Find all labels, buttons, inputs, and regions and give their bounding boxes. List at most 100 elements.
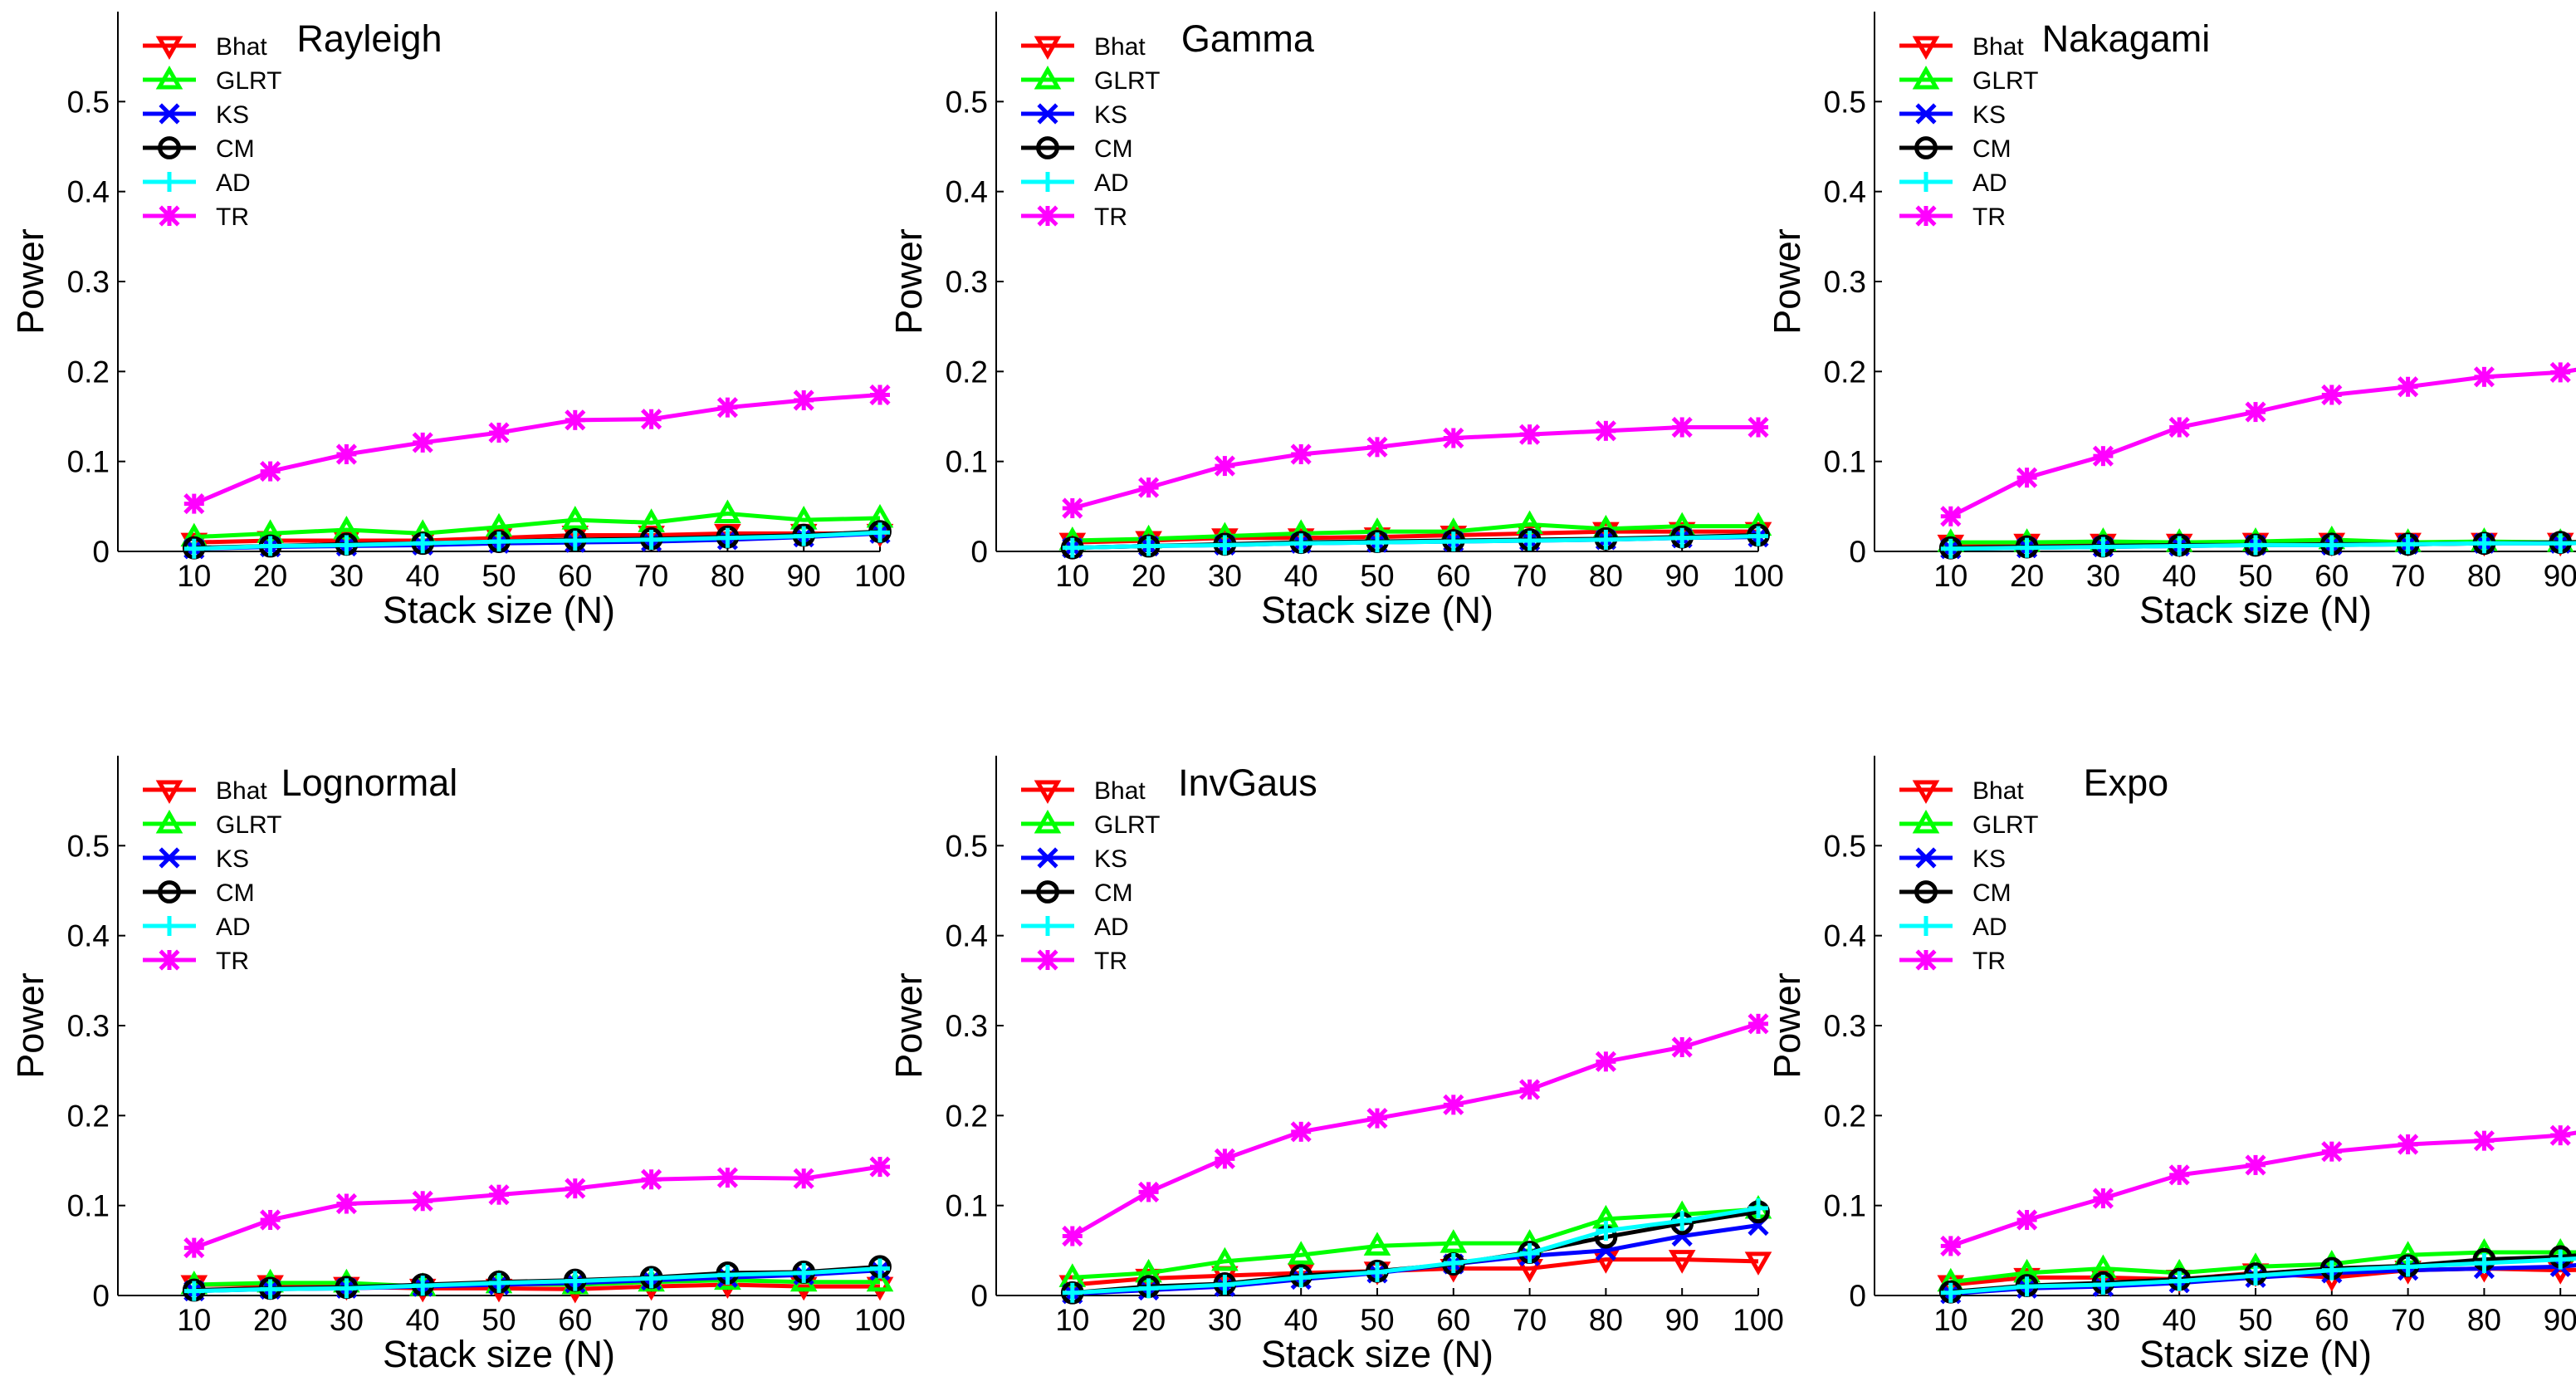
data-point-tr — [1290, 443, 1312, 465]
data-point-ad — [336, 535, 357, 556]
data-point-tr — [565, 409, 586, 431]
data-point-ad — [2016, 1276, 2037, 1297]
data-point-tr — [716, 397, 738, 419]
x-tick-label: 90 — [1665, 559, 1699, 593]
data-point-tr — [1747, 1013, 1769, 1035]
legend-label-cm: CM — [1972, 879, 2011, 907]
y-tick-label: 0 — [1849, 535, 1866, 569]
legend-label-tr: TR — [1972, 948, 2006, 975]
data-point-tr — [793, 1168, 814, 1189]
legend-label-tr: TR — [1972, 203, 2006, 231]
data-point-ad — [1519, 531, 1540, 551]
y-tick-label: 0.3 — [67, 1009, 110, 1043]
data-point-ad — [260, 1279, 281, 1300]
x-tick-label: 10 — [1933, 559, 1967, 593]
legend-label-ad: AD — [216, 913, 251, 941]
legend: Bhat GLRT KS CM AD TR — [1899, 33, 2038, 231]
chart-title: InvGaus — [1178, 762, 1317, 804]
legend-marker-ad — [1038, 916, 1058, 936]
legend-label-cm: CM — [1094, 879, 1133, 907]
y-tick-label: 0 — [970, 535, 988, 569]
series-line-tr — [1949, 1130, 2576, 1248]
legend-marker-cm — [158, 136, 181, 159]
x-tick-label: 80 — [1589, 1303, 1623, 1337]
legend-marker-glrt — [1912, 65, 1940, 90]
legend-marker-glrt — [155, 809, 183, 834]
y-tick-label: 0.5 — [67, 829, 110, 863]
data-point-tr — [2473, 1130, 2495, 1152]
series-line-tr — [193, 1164, 881, 1250]
x-tick-label: 30 — [330, 559, 364, 593]
y-tick-label: 0.2 — [946, 355, 988, 389]
x-tick-label: 50 — [481, 1303, 516, 1337]
data-point-tr — [1519, 1079, 1541, 1100]
legend: Bhat GLRT KS CM AD TR — [143, 33, 281, 231]
data-point-tr — [412, 1190, 433, 1212]
y-tick-label: 0.4 — [946, 175, 988, 209]
x-tick-label: 70 — [1513, 559, 1547, 593]
data-point-tr — [2168, 1164, 2190, 1186]
legend-marker-tr — [1037, 205, 1058, 227]
y-axis-label: Power — [1766, 228, 1808, 335]
legend-marker-ks — [159, 847, 180, 869]
y-tick-label: 0.3 — [67, 265, 110, 299]
legend-label-cm: CM — [1094, 135, 1133, 163]
legend-label-ks: KS — [1972, 845, 2006, 873]
x-tick-label: 50 — [1360, 559, 1394, 593]
y-tick-label: 0.3 — [946, 1009, 988, 1043]
chart-panel-rayleigh: 0 0.1 0.2 0.3 0.4 0.5 10 20 30 40 50 60 70 80 90 100 Sta… — [9, 12, 906, 631]
x-tick-label: 100 — [1733, 559, 1784, 593]
legend-label-glrt: GLRT — [216, 811, 281, 839]
x-tick-label: 40 — [406, 1303, 440, 1337]
legend-marker-bhat — [155, 36, 183, 61]
chart-panel-gamma: 0 0.1 0.2 0.3 0.4 0.5 10 20 30 40 50 60 70 80 90 100 Sta… — [887, 12, 1784, 631]
legend-marker-tr — [1915, 205, 1937, 227]
legend-label-cm: CM — [216, 135, 255, 163]
data-point-ad — [1596, 1221, 1616, 1241]
data-point-ad — [794, 1262, 814, 1283]
x-tick-label: 10 — [177, 559, 211, 593]
x-tick-label: 60 — [558, 1303, 592, 1337]
data-point-ad — [2093, 536, 2114, 557]
legend-marker-bhat — [1034, 780, 1062, 805]
legend-marker-ks — [1037, 103, 1058, 125]
legend-marker-bhat — [1034, 36, 1062, 61]
legend-label-tr: TR — [1094, 203, 1127, 231]
y-axis-label: Power — [1766, 972, 1808, 1079]
y-axis-label: Power — [887, 972, 930, 1079]
legend-label-ad: AD — [1972, 169, 2007, 197]
x-tick-label: 30 — [2086, 559, 2120, 593]
data-point-ad — [1062, 1282, 1083, 1303]
data-point-bhat — [1668, 1250, 1696, 1274]
data-point-ad — [2474, 533, 2495, 554]
legend-label-ks: KS — [1972, 101, 2006, 129]
legend-label-bhat: Bhat — [1972, 33, 2024, 61]
x-tick-label: 80 — [711, 1303, 745, 1337]
data-point-tr — [1747, 416, 1769, 438]
y-tick-label: 0.5 — [1824, 85, 1866, 119]
data-point-tr — [2168, 416, 2190, 438]
data-point-bhat — [1744, 1251, 1772, 1276]
data-point-glrt — [1363, 1232, 1391, 1256]
data-point-tr — [488, 422, 510, 443]
y-tick-label: 0.2 — [946, 1099, 988, 1133]
legend-marker-cm — [158, 880, 181, 904]
data-point-ad — [2169, 536, 2190, 556]
data-point-tr — [2398, 376, 2419, 398]
legend-label-glrt: GLRT — [1094, 811, 1160, 839]
legend-label-glrt: GLRT — [1094, 67, 1160, 95]
y-tick-label: 0.3 — [1824, 1009, 1866, 1043]
y-tick-label: 0.2 — [67, 1099, 110, 1133]
data-point-tr — [183, 1237, 205, 1259]
data-point-tr — [1290, 1121, 1312, 1143]
data-point-tr — [2398, 1134, 2419, 1155]
y-tick-label: 0 — [92, 1279, 110, 1313]
data-point-tr — [1062, 497, 1083, 519]
data-point-tr — [2549, 361, 2571, 383]
data-point-ad — [2246, 535, 2266, 556]
x-tick-label: 40 — [2163, 1303, 2197, 1337]
legend: Bhat GLRT KS CM AD TR — [1021, 777, 1160, 975]
data-point-tr — [1062, 1225, 1083, 1247]
data-point-tr — [488, 1184, 510, 1206]
